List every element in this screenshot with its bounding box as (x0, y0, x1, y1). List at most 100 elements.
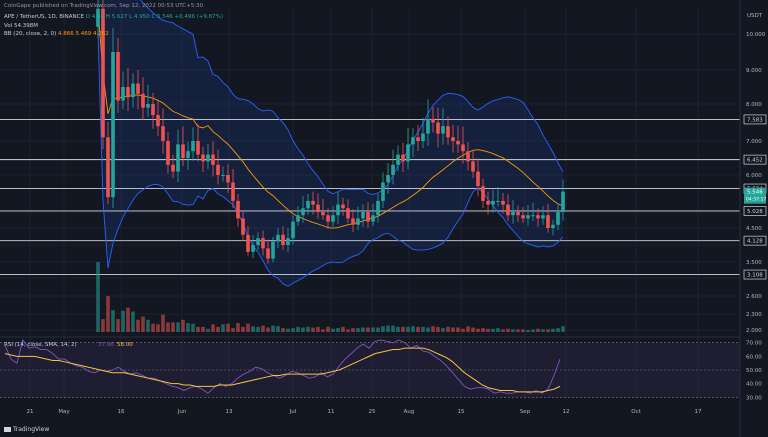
level-badge (743, 235, 767, 246)
price-tick-label: 6.000 (746, 173, 762, 179)
candle-body (556, 212, 560, 225)
level-badge (743, 154, 767, 165)
volume-bar (321, 329, 325, 332)
candle-body (191, 141, 195, 152)
rsi-tick-label: 50.00 (746, 368, 762, 374)
rsi-pane[interactable]: RSI (14, close, SMA, 14, 2) 37.96 58.00 30.… (0, 338, 762, 401)
bb-legend-label: BB (20, close, 2, 0) (4, 31, 57, 37)
level-label: 4.128 (747, 239, 763, 245)
price-tick-label: 7.000 (746, 139, 762, 145)
candle-body (131, 83, 135, 98)
volume-bar (206, 328, 210, 332)
volume-bar (386, 325, 390, 332)
candle-body (501, 200, 505, 205)
rsi-tick-label: 30.00 (746, 395, 762, 401)
candle-body (461, 144, 465, 152)
candle-body (161, 126, 165, 141)
candle-body (116, 52, 120, 101)
time-axis[interactable]: 21 May 16 Jun 13 Jul 11 25 Aug 15 Sep 12 Oct 17 (27, 409, 702, 415)
symbol-name[interactable]: APE / TetherUS, 1D, BINANCE (4, 14, 84, 20)
level-label: 7.583 (747, 117, 763, 123)
candle-body (151, 104, 155, 116)
candle-body (426, 118, 430, 134)
bb-area (98, 0, 563, 287)
candle-body (516, 212, 520, 216)
volume-bar (531, 329, 535, 332)
volume-bar (186, 323, 190, 332)
volume-bar (106, 296, 110, 332)
price-axis[interactable]: USDT 2.000 2.300 2.600 3.500 4.500 6.000 7.000 8… (743, 13, 767, 334)
candle-body (281, 234, 285, 245)
volume-bar (471, 327, 475, 332)
candle-body (546, 215, 550, 228)
countdown-label: 04:37:17 (746, 197, 766, 203)
volume-bar (151, 323, 155, 332)
candle-body (136, 83, 140, 94)
candle-body (286, 238, 290, 245)
candle-body (536, 215, 540, 219)
candle-body (96, 8, 100, 27)
candle-body (246, 234, 250, 252)
price-tick-label: 3.500 (746, 260, 762, 266)
bb-legend: BB (20, close, 2, 0) 4.866 5.469 4.262 (4, 31, 109, 37)
volume-bar (231, 328, 235, 332)
bb-basis-line (97, 8, 564, 229)
candle-body (481, 186, 485, 201)
candle-body (366, 212, 370, 222)
candle-body (336, 204, 340, 216)
volume-bar (236, 323, 240, 332)
volume-bar (276, 326, 280, 332)
candle-body (436, 122, 440, 134)
candle-body (506, 204, 510, 216)
volume-bar (411, 326, 415, 332)
candle-body (521, 215, 525, 219)
candle-body (261, 238, 265, 249)
grid (0, 8, 740, 400)
volume-bar (281, 328, 285, 332)
candle-body (311, 200, 315, 205)
candlesticks[interactable] (96, 0, 565, 264)
candle-body (386, 175, 390, 183)
candle-body (356, 218, 360, 225)
tradingview-logo: TradingView (4, 426, 49, 433)
rsi-ma-line (4, 347, 561, 393)
candle-body (376, 200, 380, 216)
rsi-legend-title: RSI (14, close, SMA, 14, 2) (4, 342, 77, 348)
volume-bar (291, 328, 295, 332)
volume-bar (146, 319, 150, 332)
candle-body (406, 144, 410, 162)
volume-bar (136, 319, 140, 332)
volume-bar (246, 323, 250, 332)
rsi-legend-ma-value: 58.00 (117, 342, 133, 348)
level-label: 6.452 (747, 158, 763, 164)
volume-bar (506, 328, 510, 332)
bb-lower-line (97, 31, 564, 287)
volume-bar (306, 326, 310, 332)
horizontal-levels[interactable] (0, 118, 740, 275)
volume-bar (511, 329, 515, 332)
candle-body (416, 137, 420, 141)
candle-body (541, 215, 545, 219)
candle-body (526, 215, 530, 219)
volume-bar (376, 327, 380, 332)
price-tick-label: 10.000 (746, 32, 766, 38)
volume-bar (176, 322, 180, 332)
rsi-tick-label: 40.00 (746, 382, 762, 388)
volume-bar (96, 262, 100, 332)
candle-body (531, 215, 535, 217)
candle-body (346, 208, 350, 219)
volume-bar (501, 329, 505, 332)
volume-bar (301, 327, 305, 332)
volume-bar (201, 326, 205, 332)
candle-body (446, 126, 450, 138)
candle-body (171, 164, 175, 172)
candle-body (291, 221, 295, 239)
candle-body (421, 133, 425, 141)
candle-body (201, 154, 205, 162)
volume-bar (486, 328, 490, 332)
volume-bar (431, 326, 435, 332)
level-badge (743, 269, 767, 280)
candle-body (471, 161, 475, 172)
volume-bar (161, 314, 165, 332)
